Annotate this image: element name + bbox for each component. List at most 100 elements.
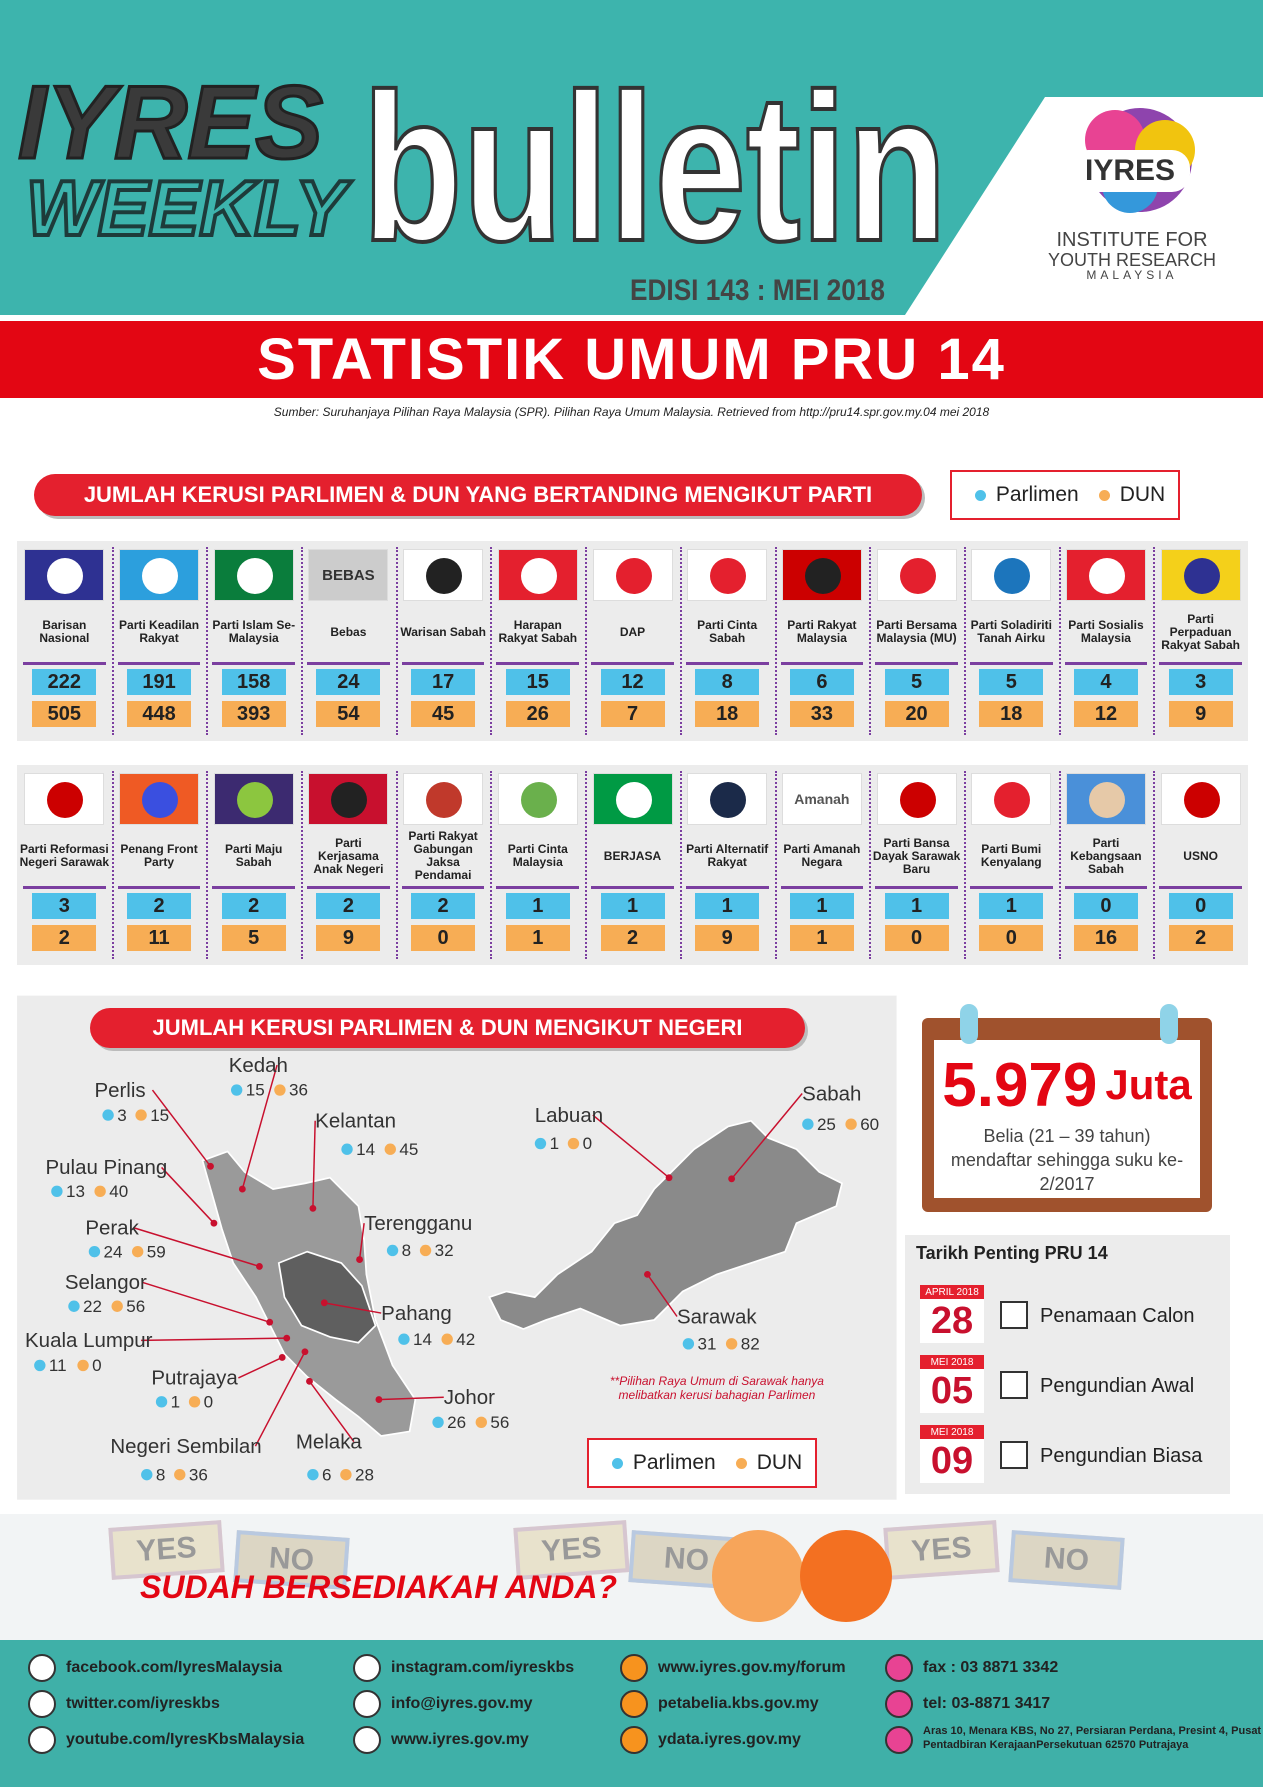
legend-dot — [441, 1333, 453, 1345]
divider — [401, 662, 485, 665]
party-logo — [1160, 549, 1241, 601]
separator — [206, 771, 209, 959]
contact-icon — [620, 1654, 648, 1682]
divider — [117, 662, 201, 665]
leader-line — [141, 1337, 287, 1342]
parlimen-seats: 26 — [447, 1413, 466, 1432]
dun-seats: 0 — [411, 925, 476, 951]
leader-line — [592, 1114, 670, 1179]
separator — [1153, 771, 1156, 959]
party-logo — [687, 549, 768, 601]
separator — [395, 771, 398, 959]
separator — [1153, 547, 1156, 735]
divider — [496, 886, 580, 889]
divider — [1159, 886, 1242, 889]
legend-dot — [307, 1468, 319, 1481]
contact-text: twitter.com/iyreskbs — [66, 1695, 220, 1712]
leader-line — [646, 1273, 678, 1317]
date-month: MEI 2018 — [920, 1425, 984, 1439]
party-logo — [781, 549, 862, 601]
legend-dot — [1098, 489, 1110, 501]
legend-dot — [419, 1244, 432, 1257]
divider — [875, 662, 958, 665]
logo-emblem — [1183, 558, 1220, 594]
party-logo: Amanah — [781, 773, 862, 825]
party-logo — [308, 773, 389, 825]
party-logo — [24, 549, 105, 601]
parlimen-seats: 24 — [104, 1242, 123, 1261]
party-logo — [592, 773, 673, 825]
dun-seats: 505 — [32, 701, 97, 727]
party-name: Parti Bansa Dayak Sarawak Baru — [872, 835, 961, 876]
state-point — [210, 1219, 218, 1227]
logo-emblem — [994, 782, 1031, 818]
legend-label: DUN — [756, 1451, 803, 1474]
party-name: USNO — [1183, 848, 1218, 863]
leader-line — [731, 1093, 803, 1180]
legend-dot — [88, 1245, 101, 1258]
divider — [780, 662, 864, 665]
logo-emblem — [994, 558, 1031, 594]
divider — [23, 662, 106, 665]
logo-emblem — [236, 782, 273, 818]
stat-number: 5.979 — [942, 1050, 1098, 1120]
state-point — [278, 1354, 286, 1361]
divider — [685, 662, 769, 665]
contact-text: www.iyres.gov.my/forum — [658, 1659, 846, 1676]
parlimen-seats: 3 — [117, 1106, 126, 1125]
date-event: Pengundian Biasa — [1040, 1444, 1203, 1467]
state-name: Kedah — [229, 1054, 288, 1077]
separator — [869, 771, 872, 959]
dun-seats: 0 — [979, 925, 1044, 951]
divider — [969, 886, 1053, 889]
party-logo — [876, 773, 957, 825]
leader-line — [254, 1351, 306, 1447]
legend-dot — [475, 1416, 487, 1428]
legend-dot — [611, 1457, 623, 1469]
logo-emblem — [1088, 782, 1125, 818]
source: Sumber: Suruhanjaya Pilihan Raya Malaysi… — [273, 405, 990, 419]
parlimen-seats: 25 — [817, 1115, 836, 1134]
state-point — [644, 1270, 651, 1278]
leader-line — [324, 1302, 382, 1314]
dun-seats: 59 — [147, 1242, 166, 1261]
contact-icon — [353, 1654, 381, 1682]
separator — [1058, 771, 1061, 959]
main-title: STATISTIK UMUM PRU 14 — [0, 321, 1263, 398]
section-heading: JUMLAH KERUSI PARLIMEN & DUN YANG BERTAN… — [34, 474, 922, 516]
divider — [212, 662, 296, 665]
parlimen-seats: 24 — [316, 669, 381, 695]
party-logo — [1065, 549, 1146, 601]
legend-dot — [77, 1359, 89, 1372]
stat-description: Belia (21 – 39 tahun) mendaftar sehingga… — [950, 1126, 1184, 1194]
legend-dot — [341, 1143, 353, 1155]
parlimen-seats: 1 — [789, 893, 854, 919]
party-name: Penang Front Party — [120, 842, 198, 869]
date-month: APRIL 2018 — [920, 1285, 984, 1299]
party-name: Harapan Rakyat Sabah — [498, 618, 578, 645]
separator — [490, 547, 493, 735]
divider — [969, 662, 1053, 665]
leader-line — [312, 1120, 316, 1209]
state-point — [375, 1396, 383, 1403]
logo-emblem — [1088, 558, 1125, 594]
logo-emblem — [899, 782, 936, 818]
separator — [869, 547, 872, 735]
legend: Parlimen DUN — [950, 470, 1180, 520]
logo-emblem — [520, 782, 557, 818]
calendar-ring — [960, 1004, 978, 1044]
checkbox — [1000, 1371, 1028, 1399]
party-name: Parti Cinta Malaysia — [507, 842, 568, 869]
state-name: Kelantan — [315, 1110, 396, 1133]
separator — [395, 547, 398, 735]
separator — [774, 771, 777, 959]
party-name: Parti Kebangsaan Sabah — [1070, 835, 1142, 876]
leader-line — [161, 1166, 215, 1224]
leader-line — [142, 1281, 270, 1323]
dun-seats: 2 — [600, 925, 665, 951]
legend-dot — [398, 1333, 410, 1345]
contact-icon — [28, 1690, 56, 1718]
party-logo — [1065, 773, 1146, 825]
dates-heading: Tarikh Penting PRU 14 — [916, 1243, 1108, 1263]
state-name: Kuala Lumpur — [25, 1329, 153, 1352]
